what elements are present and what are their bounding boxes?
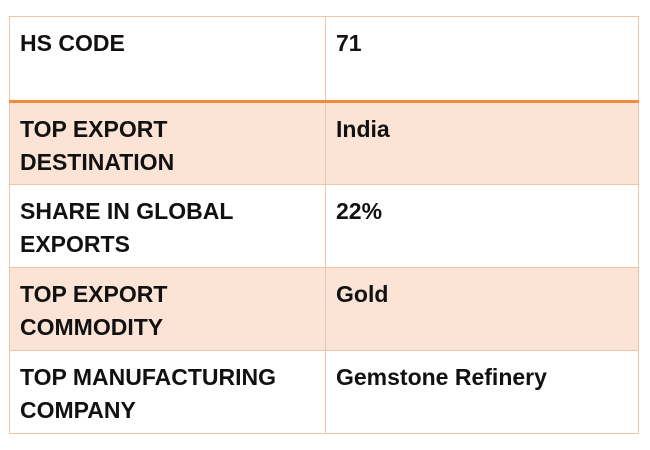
table-row-share-in-global-exports: SHARE IN GLOBAL EXPORTS 22% [9,184,639,268]
table-row-top-export-destination: TOP EXPORT DESTINATION India [9,101,639,185]
row-label-top-export-commodity: TOP EXPORT COMMODITY [9,267,326,351]
row-label-share-in-global-exports: SHARE IN GLOBAL EXPORTS [9,184,326,268]
row-label-top-manufacturing-company: TOP MANUFACTURING COMPANY [9,350,326,434]
row-label-hs-code: HS CODE [9,16,326,103]
table-row-hs-code: HS CODE 71 [9,16,639,103]
trade-info-table: HS CODE 71 TOP EXPORT DESTINATION India … [9,16,639,434]
row-value-top-export-destination: India [325,101,639,185]
table-row-top-manufacturing-company: TOP MANUFACTURING COMPANY Gemstone Refin… [9,350,639,434]
table-row-top-export-commodity: TOP EXPORT COMMODITY Gold [9,267,639,351]
row-value-hs-code: 71 [325,16,639,103]
row-value-top-manufacturing-company: Gemstone Refinery [325,350,639,434]
row-value-share-in-global-exports: 22% [325,184,639,268]
row-label-top-export-destination: TOP EXPORT DESTINATION [9,101,326,185]
row-value-top-export-commodity: Gold [325,267,639,351]
